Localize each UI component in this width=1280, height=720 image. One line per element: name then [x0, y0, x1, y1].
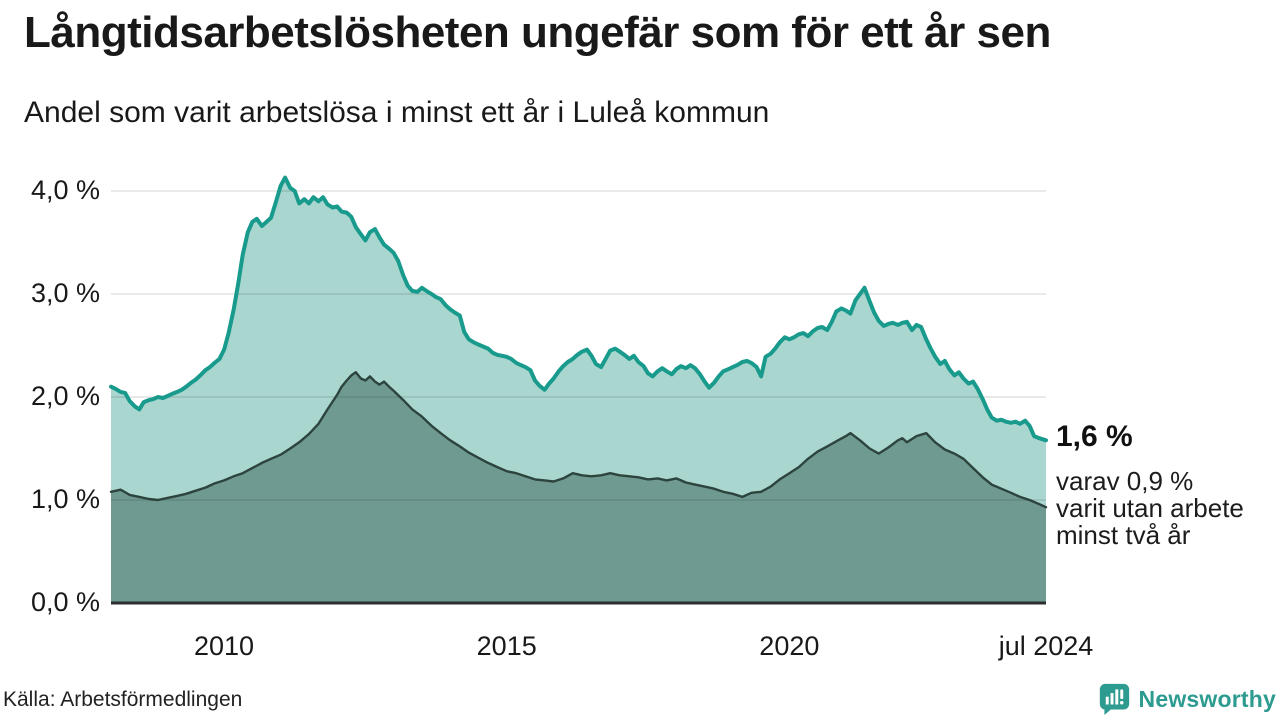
y-tick-label: 1,0 % — [30, 484, 100, 514]
x-tick-label: jul 2024 — [998, 631, 1094, 661]
newsworthy-logo: Newsworthy — [1098, 682, 1276, 716]
y-tick-label: 3,0 % — [30, 278, 100, 308]
page-title: Långtidsarbetslösheten ungefär som för e… — [24, 8, 1051, 57]
x-tick-label: 2020 — [759, 631, 820, 661]
exclamation-bar — [1119, 689, 1123, 699]
newsworthy-bubble-icon — [1099, 683, 1129, 716]
bar-1 — [1105, 696, 1109, 705]
end-sub-line: varit utan arbete — [1056, 493, 1244, 523]
newsworthy-wordmark: Newsworthy — [1138, 685, 1276, 712]
end-sub-line: minst två år — [1056, 520, 1191, 550]
y-tick-label: 4,0 % — [30, 175, 100, 205]
page-subtitle: Andel som varit arbetslösa i minst ett å… — [24, 96, 770, 129]
end-annotation: 1,6 % varav 0,9 % varit utan arbete mins… — [1056, 420, 1276, 549]
x-tick-label: 2010 — [194, 631, 255, 661]
area-fill-two-years — [111, 372, 1046, 603]
end-sub-line: varav 0,9 % — [1056, 466, 1194, 496]
bubble-shape — [1099, 683, 1129, 716]
end-sub-label: varav 0,9 % varit utan arbete minst två … — [1056, 468, 1276, 549]
bar-2 — [1110, 693, 1114, 705]
end-value-label: 1,6 % — [1056, 420, 1133, 453]
source-note: Källa: Arbetsförmedlingen — [3, 688, 243, 711]
y-tick-label: 0,0 % — [30, 587, 100, 617]
exclamation-dot — [1119, 701, 1123, 705]
x-tick-label: 2015 — [476, 631, 537, 661]
series-line-total — [109, 175, 1048, 443]
y-tick-label: 2,0 % — [30, 381, 100, 411]
bar-3 — [1114, 689, 1118, 705]
series-line-two-years — [109, 371, 1048, 509]
